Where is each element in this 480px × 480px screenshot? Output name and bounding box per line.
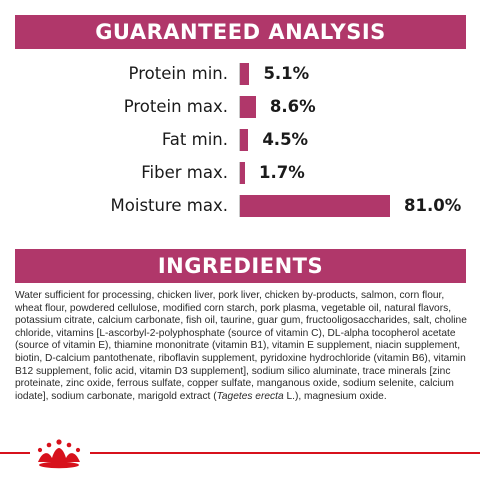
analysis-bar xyxy=(240,195,390,217)
analysis-row: Protein max. 8.6% xyxy=(0,92,480,122)
footer-rule-right xyxy=(90,452,480,454)
analysis-bar xyxy=(240,129,249,151)
analysis-row: Fat min. 4.5% xyxy=(0,125,480,155)
ingredients-text-italic: Tagetes erecta xyxy=(216,390,284,402)
analysis-label: Moisture max. xyxy=(110,196,228,215)
analysis-bar xyxy=(240,96,256,118)
royal-canin-crown-logo-icon xyxy=(37,439,81,469)
footer-rule-left xyxy=(0,452,30,454)
analysis-value: 1.7% xyxy=(259,163,305,182)
ingredients-text-main: Water sufficient for processing, chicken… xyxy=(15,290,467,402)
analysis-value: 4.5% xyxy=(262,130,309,149)
guaranteed-analysis-header: GUARANTEED ANALYSIS xyxy=(15,15,466,49)
analysis-value: 5.1% xyxy=(263,64,310,83)
analysis-bar xyxy=(240,63,250,85)
analysis-label: Protein max. xyxy=(123,97,228,116)
analysis-label: Protein min. xyxy=(128,64,228,83)
ingredients-header: INGREDIENTS xyxy=(15,249,466,283)
analysis-label: Fiber max. xyxy=(141,163,228,182)
analysis-row: Fiber max. 1.7% xyxy=(0,158,480,188)
analysis-row: Protein min. 5.1% xyxy=(0,59,480,89)
ingredients-text-end: L.), magnesium oxide. xyxy=(283,390,387,402)
analysis-bar xyxy=(240,162,245,184)
analysis-label: Fat min. xyxy=(161,130,228,149)
analysis-value: 81.0% xyxy=(404,196,462,215)
analysis-value: 8.6% xyxy=(269,97,316,116)
ingredients-text: Water sufficient for processing, chicken… xyxy=(15,290,467,403)
analysis-row: Moisture max. 81.0% xyxy=(0,191,480,221)
